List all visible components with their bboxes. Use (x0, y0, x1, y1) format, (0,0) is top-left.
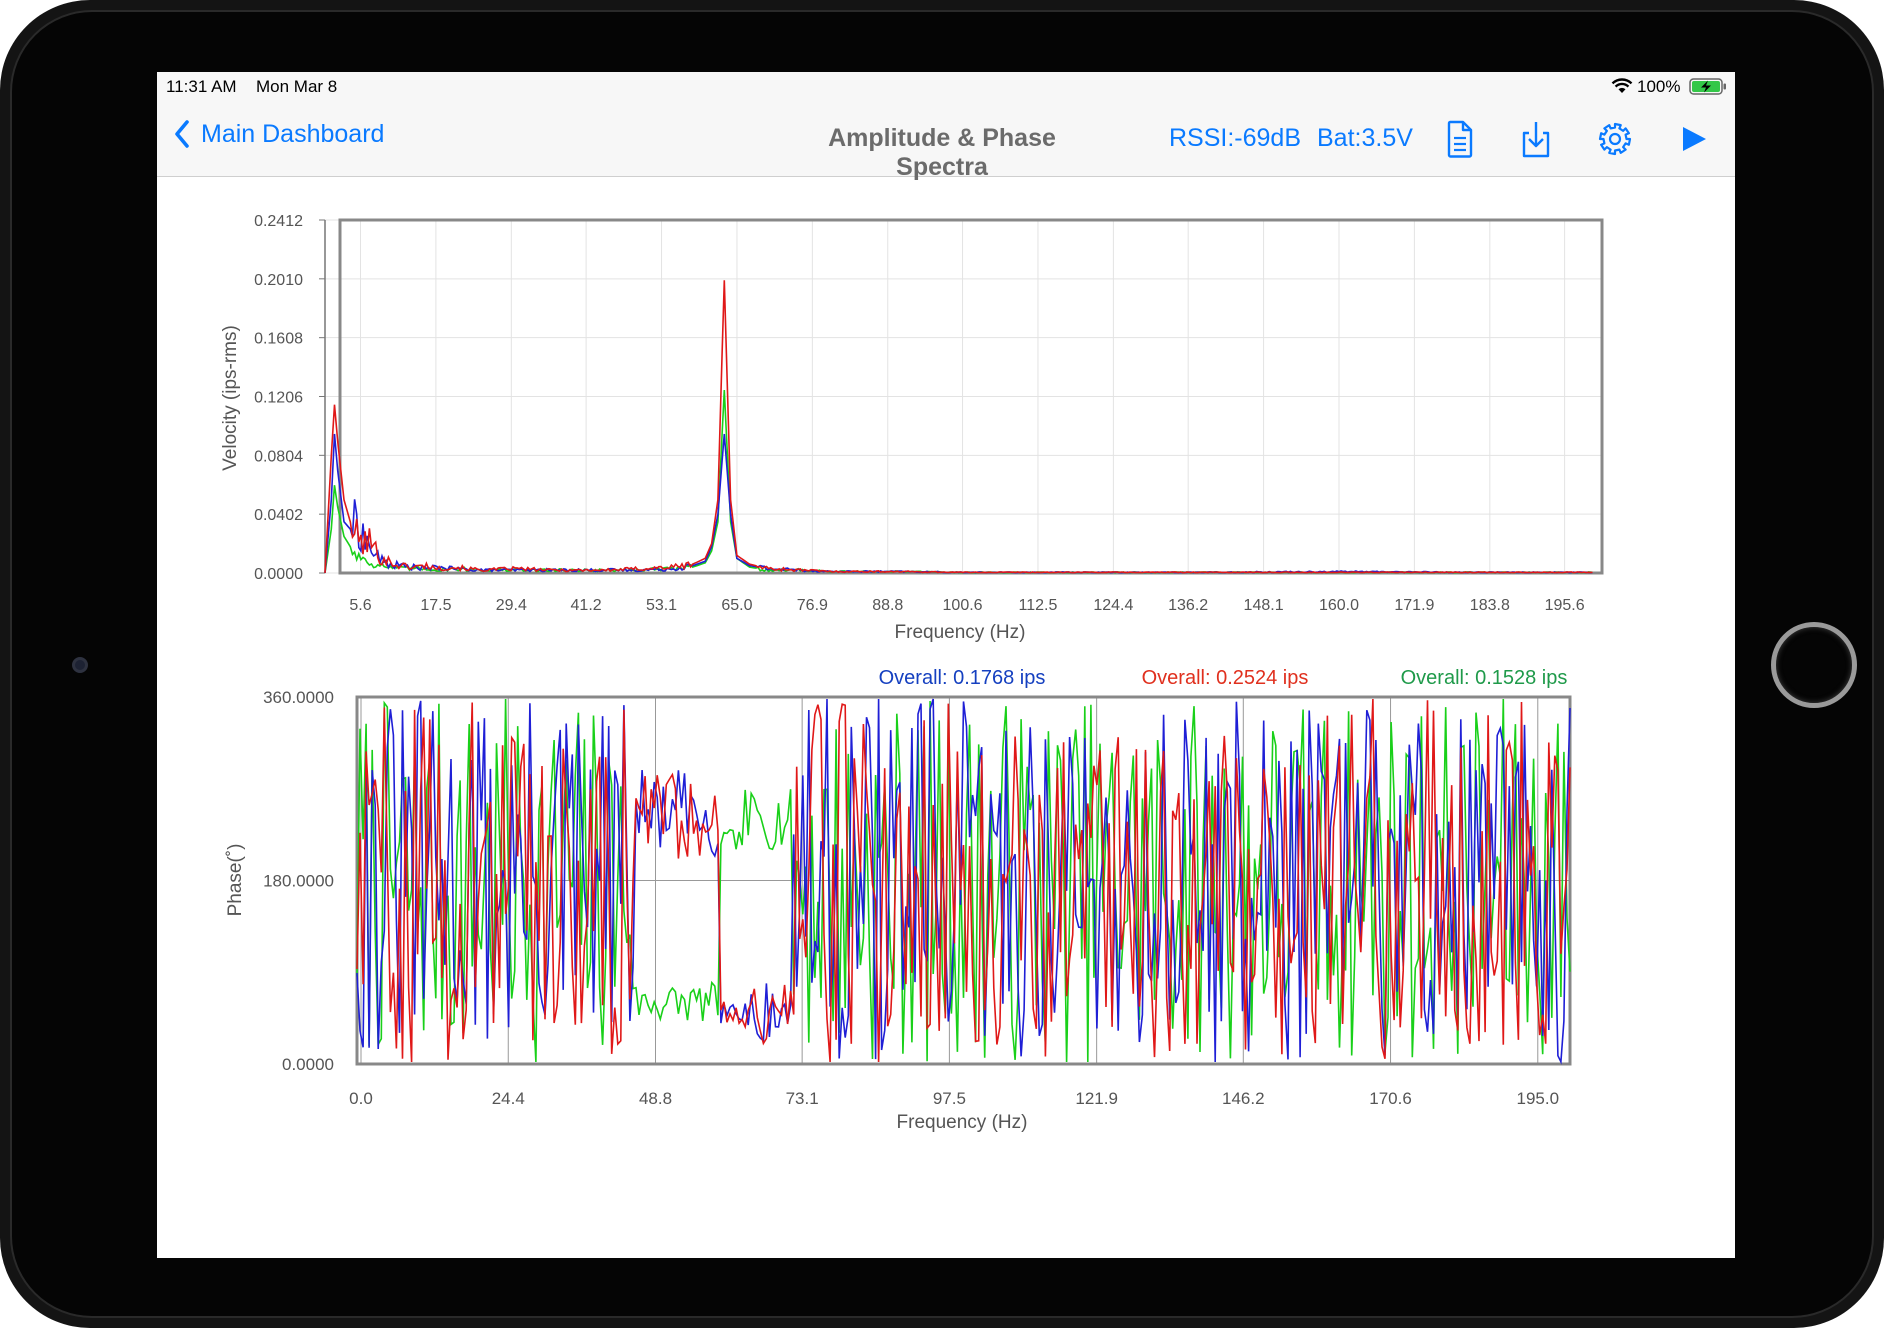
phase-xtick-label: 121.9 (1075, 1089, 1118, 1108)
amplitude-xtick-label: 88.8 (872, 597, 903, 614)
amplitude-xtick-label: 17.5 (420, 597, 451, 614)
app-screen: 11:31 AM Mon Mar 8 100% Main Dashboard (157, 72, 1735, 1258)
page-title: Amplitude & Phase Spectra (828, 124, 1056, 181)
phase-xtick-label: 195.0 (1517, 1089, 1560, 1108)
phase-xtick-label: 146.2 (1222, 1089, 1265, 1108)
amplitude-ytick-label: 0.2412 (254, 213, 303, 230)
amplitude-ytick-label: 0.1608 (254, 331, 303, 348)
amplitude-xtick-label: 100.6 (943, 597, 983, 614)
gear-hub (1608, 132, 1622, 146)
amplitude-xtick-label: 160.0 (1319, 597, 1359, 614)
amplitude-series-red (324, 280, 1593, 574)
battery-charging-icon (1689, 78, 1726, 95)
amplitude-chart: 0.0000 0.0402 0.0804 0.1206 0.1608 0.2010 0.24… (220, 213, 1604, 643)
chevron-left-icon (175, 120, 189, 148)
phase-xtick-label: 170.6 (1369, 1089, 1412, 1108)
battery-percent: 100% (1637, 77, 1681, 96)
home-button[interactable] (1771, 622, 1857, 708)
amplitude-xtick-label: 171.9 (1394, 597, 1434, 614)
status-time: 11:31 AM (166, 77, 237, 96)
amplitude-xtick-label: 29.4 (496, 597, 527, 614)
download-icon[interactable] (1519, 119, 1553, 159)
amplitude-ytick-label: 0.1206 (254, 390, 303, 407)
status-date: Mon Mar 8 (256, 77, 338, 96)
phase-xtick-label: 48.8 (639, 1089, 672, 1108)
phase-ylabel: Phase(˚) (225, 844, 246, 917)
phase-series-red (356, 698, 1571, 1063)
amplitude-xtick-label: 124.4 (1093, 597, 1133, 614)
amplitude-xtick-label: 41.2 (571, 597, 602, 614)
amplitude-series-green (324, 390, 1593, 574)
amplitude-xtick-label: 183.8 (1470, 597, 1510, 614)
battery-voltage-readout: Bat:3.5V (1317, 124, 1413, 152)
back-button[interactable]: Main Dashboard (173, 114, 384, 154)
amplitude-xtick-label: 65.0 (721, 597, 752, 614)
gear-icon[interactable] (1598, 119, 1632, 159)
rssi-readout: RSSI:-69dB (1169, 124, 1302, 152)
amplitude-xtick-label: 148.1 (1244, 597, 1284, 614)
gear-outline (1598, 122, 1632, 156)
back-button-label: Main Dashboard (201, 119, 385, 148)
phase-ytick-label: 0.0000 (282, 1055, 334, 1074)
amplitude-xtick-label: 76.9 (797, 597, 828, 614)
overall-readout-green: Overall: 0.1528 ips (1401, 667, 1568, 689)
play-icon[interactable] (1677, 119, 1711, 159)
navigation-bar: Main Dashboard Amplitude & Phase Spectra… (157, 100, 1735, 181)
phase-plot-frame (355, 695, 1572, 1066)
phase-xtick-label: 24.4 (492, 1089, 525, 1108)
amplitude-ytick-label: 0.0804 (254, 448, 303, 465)
amplitude-ylabel: Velocity (ips-rms) (220, 325, 241, 471)
amplitude-ytick-label: 0.0000 (254, 566, 303, 583)
phase-series-green (356, 698, 1571, 1063)
overall-readout-blue: Overall: 0.1768 ips (879, 667, 1046, 689)
phase-xtick-label: 0.0 (349, 1089, 373, 1108)
status-bar: 11:31 AM Mon Mar 8 100% (157, 72, 1735, 100)
phase-chart: 0.0000 180.0000 360.0000 0.0 24.4 48.8 73.1 97.… (225, 688, 1572, 1133)
amplitude-ytick-label: 0.0402 (254, 507, 303, 524)
amplitude-xtick-label: 53.1 (646, 597, 677, 614)
phase-xlabel: Frequency (Hz) (897, 1112, 1028, 1133)
document-icon[interactable] (1443, 119, 1477, 159)
wifi-icon (1611, 78, 1633, 93)
amplitude-ytick-label: 0.2010 (254, 272, 303, 289)
amplitude-xtick-label: 136.2 (1168, 597, 1208, 614)
phase-ytick-label: 360.0000 (263, 688, 334, 707)
phase-series-blue (356, 698, 1571, 1065)
amplitude-xtick-label: 112.5 (1019, 597, 1058, 614)
phase-xtick-label: 73.1 (786, 1089, 819, 1108)
amplitude-xlabel: Frequency (Hz) (895, 622, 1026, 643)
front-camera (72, 657, 88, 673)
phase-xtick-label: 97.5 (933, 1089, 966, 1108)
amplitude-xtick-label: 195.6 (1545, 597, 1585, 614)
phase-ytick-label: 180.0000 (263, 872, 334, 891)
overall-readout-red: Overall: 0.2524 ips (1142, 667, 1309, 689)
amplitude-xtick-label: 5.6 (349, 597, 371, 614)
